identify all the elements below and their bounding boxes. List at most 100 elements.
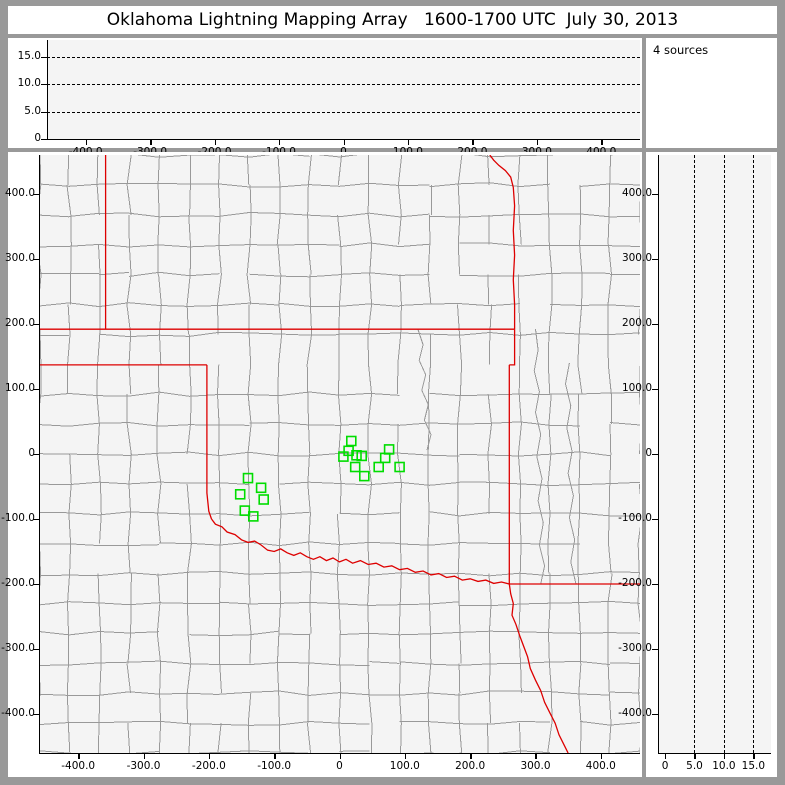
x-tick-label: 0 <box>336 760 343 772</box>
county-border-vertical <box>577 184 583 395</box>
y-tick <box>652 714 659 716</box>
county-border-vertical <box>218 543 222 694</box>
county-border-vertical <box>126 155 132 215</box>
x-tick <box>404 753 407 759</box>
county-border-vertical <box>307 633 311 724</box>
county-border-horizontal <box>39 451 460 457</box>
county-border-horizontal <box>399 303 520 307</box>
y-tick <box>652 454 659 456</box>
county-border-horizontal <box>429 182 550 188</box>
county-border-horizontal <box>369 661 400 664</box>
y-tick-label: -400.0 <box>618 707 652 719</box>
y-tick <box>33 389 40 391</box>
y-tick <box>33 519 40 521</box>
county-border-vertical <box>277 244 281 275</box>
county-border-horizontal <box>219 690 610 696</box>
county-border-horizontal <box>399 720 550 725</box>
x-tick <box>85 139 88 145</box>
county-border-horizontal <box>39 660 370 666</box>
county-border-vertical <box>607 244 613 425</box>
y-tick-label: -100.0 <box>1 512 35 524</box>
county-border-horizontal <box>429 213 640 218</box>
y-tick <box>652 324 659 326</box>
county-border-vertical <box>216 364 221 544</box>
county-border-horizontal <box>69 211 430 218</box>
county-border-horizontal <box>39 691 220 696</box>
county-border-horizontal <box>399 661 520 666</box>
x-tick <box>208 753 211 759</box>
county-border-horizontal <box>339 512 400 516</box>
map-plot-area <box>39 155 640 753</box>
county-border-horizontal <box>129 271 220 277</box>
county-border-vertical <box>96 244 102 544</box>
y-tick-label: 300.0 <box>621 252 652 264</box>
gridline-horizontal <box>47 84 640 85</box>
county-border-vertical <box>276 274 283 753</box>
county-border-vertical <box>247 603 252 664</box>
county-border-horizontal <box>249 421 580 427</box>
county-border-horizontal <box>219 601 310 605</box>
lightning-source-marker <box>242 472 254 484</box>
state-border-texas-panhandle-east <box>206 364 213 520</box>
plan-view-map-panel: 400.0 300.0 200.0 100.0 0 -100.0 -200.0 -300.0 -… <box>1 152 642 777</box>
county-border-vertical <box>577 394 581 664</box>
y-tick <box>33 259 40 261</box>
lightning-source-marker <box>248 511 259 522</box>
county-border-vertical <box>487 274 490 305</box>
county-border-horizontal <box>39 422 250 427</box>
y-tick-label: 15.0 <box>17 49 41 62</box>
page-title: Oklahoma Lightning Mapping Array 1600-17… <box>106 10 679 30</box>
county-border-vertical <box>276 155 281 245</box>
county-border-vertical <box>547 155 553 395</box>
y-tick <box>652 259 659 261</box>
county-border-horizontal <box>39 750 70 753</box>
state-border-layer <box>39 155 640 753</box>
county-border-horizontal <box>549 392 640 395</box>
county-border-vertical <box>306 723 312 753</box>
county-border-river <box>417 329 432 451</box>
county-border-vertical <box>607 424 612 574</box>
y-tick-label: 0 <box>34 132 41 144</box>
county-border-vertical <box>306 274 313 455</box>
county-border-vertical <box>607 573 613 753</box>
x-tick <box>665 753 667 759</box>
x-tick-label: -400.0 <box>61 760 96 772</box>
lightning-source-marker <box>383 444 395 455</box>
county-border-vertical <box>458 693 463 753</box>
county-border-vertical <box>637 192 640 335</box>
county-border-horizontal <box>99 271 130 276</box>
top-plot-area <box>47 40 640 139</box>
lightning-source-marker <box>234 488 246 500</box>
county-border-vertical <box>397 155 403 245</box>
county-border-layer <box>39 155 640 753</box>
state-border-kansas-missouri <box>489 155 516 330</box>
county-border-horizontal <box>39 570 640 577</box>
y-tick <box>652 649 659 651</box>
county-border-vertical <box>156 573 162 753</box>
county-border-vertical <box>307 155 312 275</box>
county-border-horizontal <box>429 392 550 397</box>
state-border-oklahoma-east-upper <box>509 329 516 366</box>
county-border-horizontal <box>249 273 340 278</box>
y-tick-label: 200.0 <box>4 317 35 329</box>
county-border-vertical <box>397 424 402 753</box>
y-tick <box>33 649 40 651</box>
state-border-red-river <box>210 518 510 585</box>
county-border-vertical <box>427 214 432 305</box>
county-border-vertical <box>367 155 373 425</box>
county-border-horizontal <box>39 182 430 188</box>
county-border-horizontal <box>39 630 160 636</box>
lightning-source-marker <box>349 461 361 473</box>
county-border-vertical <box>126 663 132 694</box>
x-tick <box>214 139 216 145</box>
county-border-horizontal <box>279 633 310 636</box>
county-border-vertical <box>246 155 250 185</box>
county-border-horizontal <box>39 391 400 397</box>
gridline-vertical <box>723 155 725 753</box>
x-tick <box>343 139 345 145</box>
x-tick <box>536 139 539 145</box>
county-border-vertical <box>66 304 71 395</box>
x-tick-label: 15.0 <box>741 760 766 772</box>
county-border-horizontal <box>135 155 310 158</box>
county-border-vertical <box>307 453 312 634</box>
